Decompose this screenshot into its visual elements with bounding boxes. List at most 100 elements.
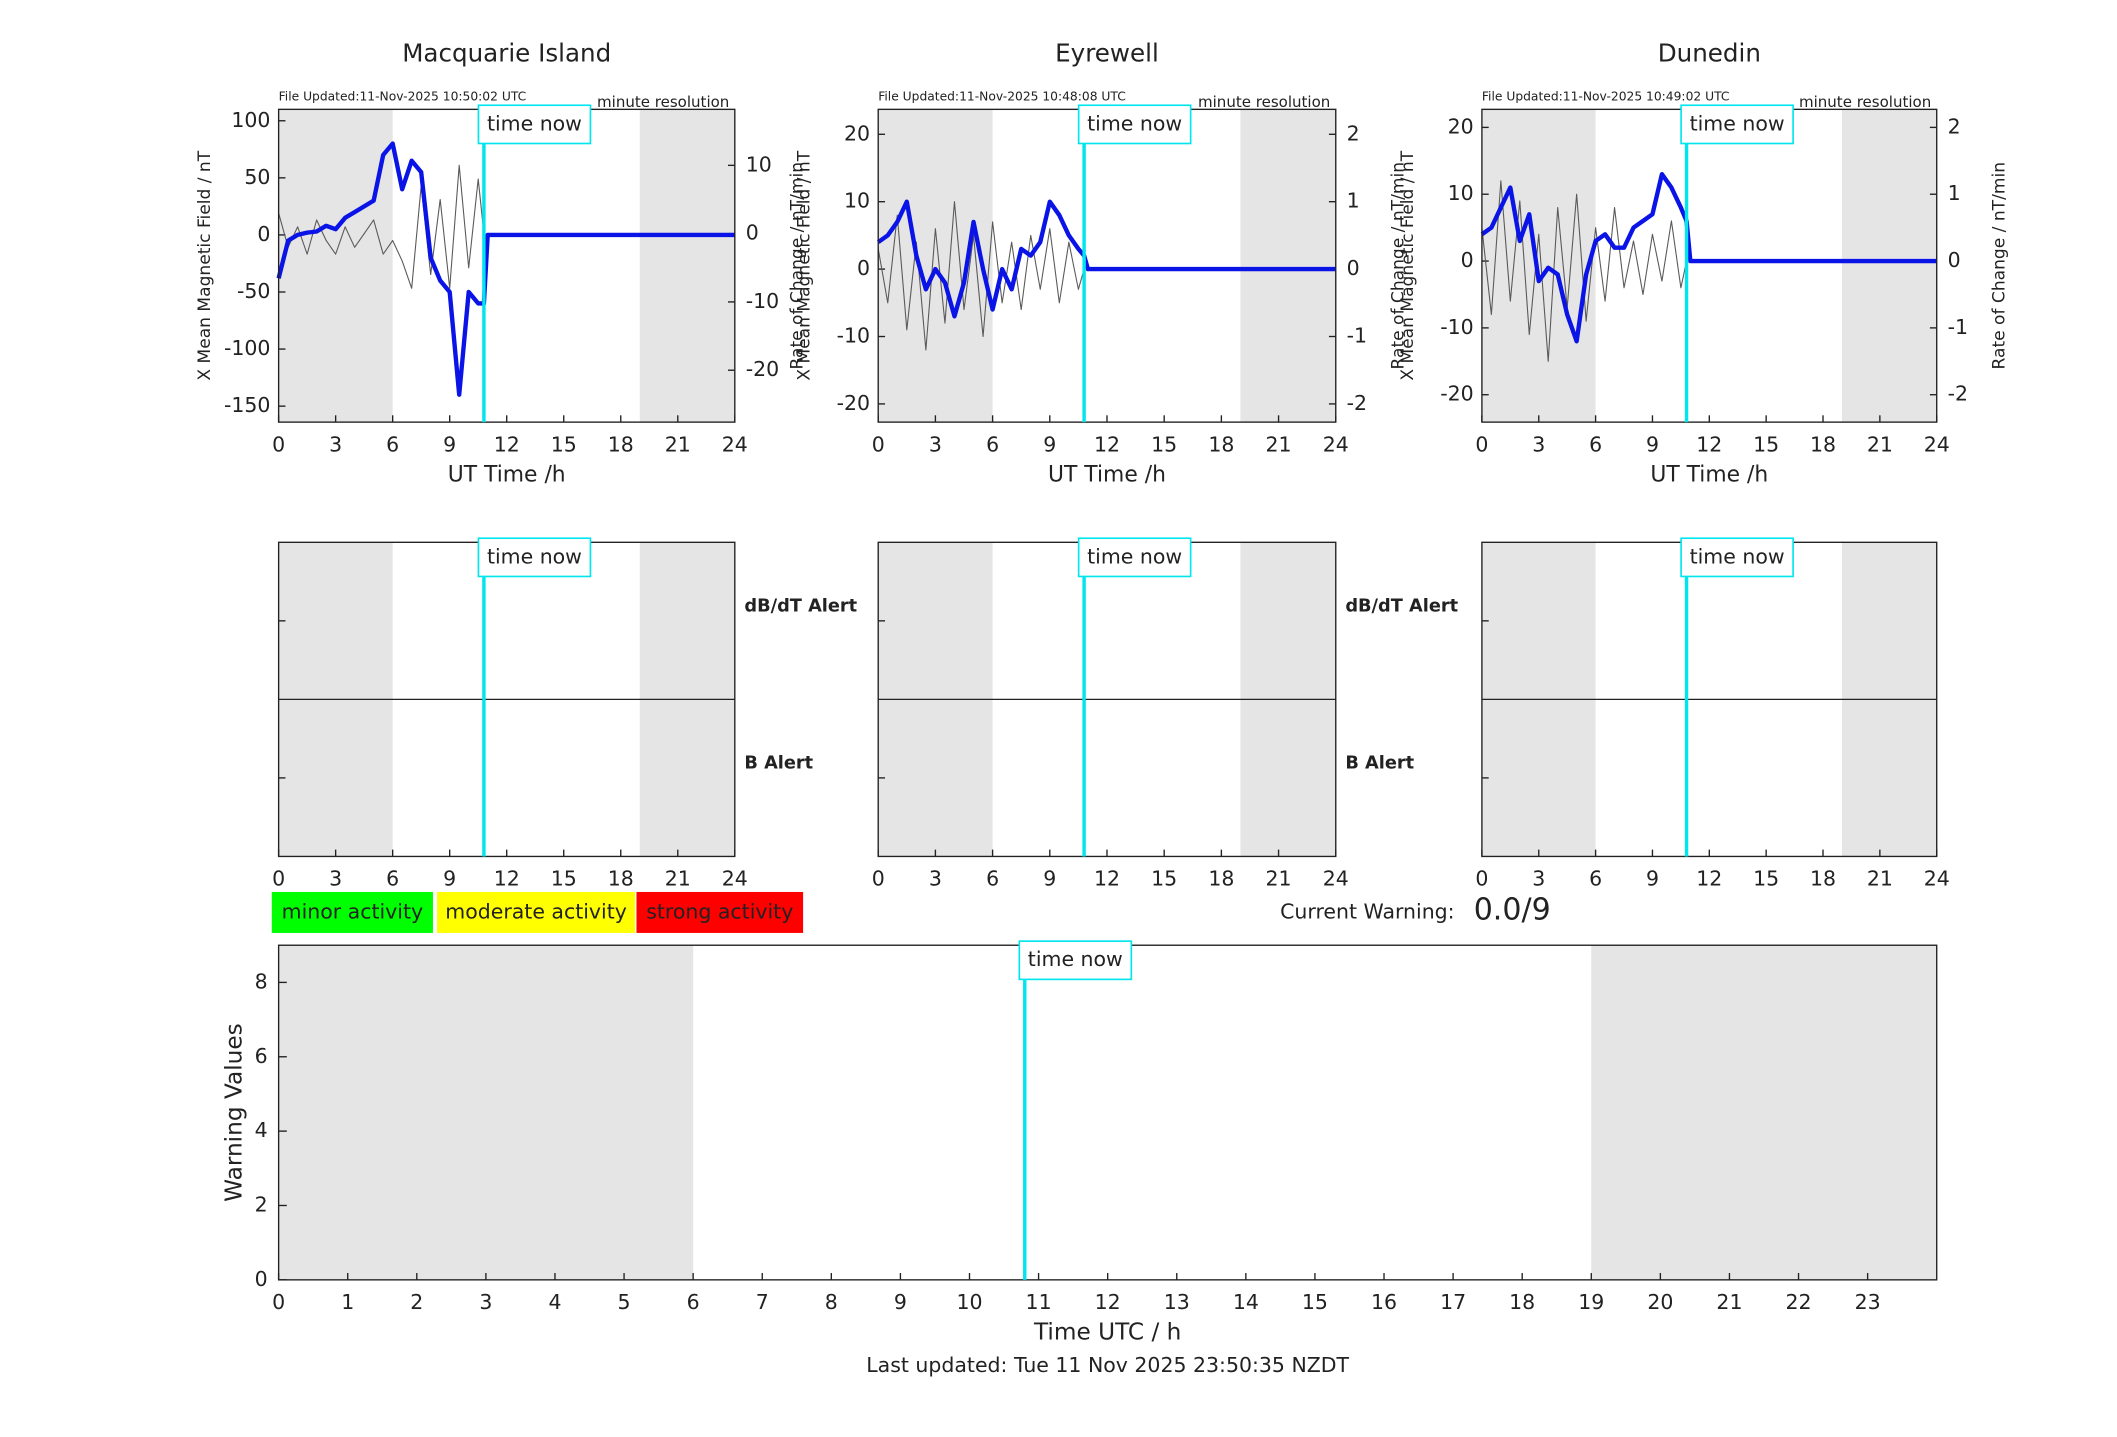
x-tick-label: 3: [929, 432, 942, 456]
chart-title: Dunedin: [1658, 39, 1761, 68]
x-tick-label: 3: [1532, 867, 1545, 891]
y-tick-label: 8: [255, 969, 268, 993]
time-now-label: time now: [487, 111, 582, 135]
x-tick-label: 24: [1323, 867, 1349, 891]
y2-axis-label: Rate of Change / nT/min: [1389, 162, 1409, 369]
time-now-box: [1680, 104, 1794, 145]
y2-tick-label: 0: [746, 221, 759, 245]
y-tick-label: 0: [257, 222, 270, 246]
x-axis-label: UT Time /h: [448, 462, 566, 487]
x-tick-label: 9: [1646, 432, 1659, 456]
x-tick-label: 13: [1164, 1290, 1190, 1314]
time-now-box: [1018, 940, 1133, 981]
time-now-box: [1680, 537, 1794, 578]
time-now-label: time now: [1690, 111, 1785, 135]
x-tick-label: 15: [1151, 867, 1177, 891]
y-axis-label: Warning Values: [220, 1023, 247, 1202]
y-tick-label: -100: [224, 336, 270, 360]
x-tick-label: 6: [1589, 432, 1602, 456]
b-alert-label: B Alert: [744, 754, 813, 774]
x-tick-label: 23: [1855, 1290, 1881, 1314]
file-updated: File Updated:11-Nov-2025 10:48:08 UTC: [878, 90, 1126, 104]
x-tick-label: 21: [1266, 432, 1292, 456]
y2-tick-label: -1: [1347, 324, 1367, 348]
y-tick-label: -10: [1440, 315, 1473, 339]
x-tick-label: 24: [722, 867, 748, 891]
x-tick-label: 24: [1323, 432, 1349, 456]
rate-line: [877, 201, 1085, 351]
y2-tick-label: -1: [1948, 315, 1968, 339]
x-tick-label: 12: [1095, 1290, 1121, 1314]
x-tick-label: 9: [1043, 432, 1056, 456]
night-shade: [1841, 109, 1937, 423]
y-tick-label: 6: [255, 1044, 268, 1068]
y2-tick-label: 0: [1948, 248, 1961, 272]
x-tick-label: 0: [1475, 432, 1488, 456]
x-tick-label: 15: [1753, 867, 1779, 891]
x-tick-label: 1: [341, 1290, 354, 1314]
x-tick-label: 22: [1786, 1290, 1812, 1314]
x-tick-label: 3: [329, 867, 342, 891]
y2-tick-label: -20: [746, 357, 779, 381]
y-tick-label: 20: [844, 121, 870, 145]
file-updated: File Updated:11-Nov-2025 10:49:02 UTC: [1482, 90, 1730, 104]
y-tick-label: 10: [844, 189, 870, 213]
x-tick-label: 9: [894, 1290, 907, 1314]
y2-axis-label: Rate of Change / nT/min: [1990, 162, 2010, 370]
current-warning-value: 0.0/9: [1474, 893, 1551, 928]
resolution-note: minute resolution: [597, 93, 729, 111]
x-tick-label: 11: [1026, 1290, 1052, 1314]
x-tick-label: 15: [1753, 432, 1779, 456]
y-tick-label: -20: [837, 391, 870, 415]
x-tick-label: 21: [1716, 1290, 1742, 1314]
x-tick-label: 8: [825, 1290, 838, 1314]
legend-label: moderate activity: [445, 899, 627, 923]
x-tick-label: 6: [386, 867, 399, 891]
x-tick-label: 21: [1867, 432, 1893, 456]
x-axis-label: Time UTC / h: [1033, 1319, 1181, 1346]
x-tick-label: 21: [1867, 867, 1893, 891]
y-tick-label: 0: [1461, 248, 1474, 272]
night-shade: [278, 945, 694, 1280]
y-tick-label: 10: [1448, 181, 1474, 205]
resolution-note: minute resolution: [1799, 93, 1931, 111]
current-warning-label: Current Warning:: [1280, 899, 1454, 923]
time-now-box: [1077, 537, 1192, 578]
x-tick-label: 6: [687, 1290, 700, 1314]
y-axis-label: X Mean Magnetic Field / nT: [794, 150, 814, 380]
legend-label: minor activity: [282, 899, 424, 923]
x-tick-label: 2: [410, 1290, 423, 1314]
x-tick-label: 18: [1810, 867, 1836, 891]
time-now-label: time now: [1028, 947, 1123, 971]
y-axis-label: X Mean Magnetic Field / nT: [1398, 150, 1418, 380]
time-now-box: [477, 104, 592, 145]
x-tick-label: 3: [1532, 432, 1545, 456]
chart-title: Macquarie Island: [402, 39, 611, 68]
x-tick-label: 0: [272, 1290, 285, 1314]
x-tick-label: 18: [1509, 1290, 1535, 1314]
x-tick-label: 3: [929, 867, 942, 891]
x-tick-label: 12: [494, 432, 520, 456]
y2-tick-label: 2: [1347, 121, 1360, 145]
dbdt-alert-label: dB/dT Alert: [744, 597, 857, 617]
legend-label: strong activity: [646, 899, 793, 923]
x-tick-label: 12: [1696, 432, 1722, 456]
y2-tick-label: 1: [1347, 189, 1360, 213]
y-tick-label: 4: [255, 1118, 268, 1142]
dbdt-alert-label: dB/dT Alert: [1345, 597, 1458, 617]
y2-tick-label: -10: [746, 289, 779, 313]
resolution-note: minute resolution: [1198, 93, 1330, 111]
x-tick-label: 15: [1302, 1290, 1328, 1314]
night-shade: [1240, 109, 1336, 423]
time-now-label: time now: [1087, 544, 1182, 568]
y2-tick-label: -2: [1948, 382, 1968, 406]
x-tick-label: 0: [272, 867, 285, 891]
night-shade: [1591, 945, 1937, 1280]
x-tick-label: 0: [272, 432, 285, 456]
y2-tick-label: 2: [1948, 114, 1961, 138]
y-tick-label: -10: [837, 324, 870, 348]
x-tick-label: 15: [551, 867, 577, 891]
x-tick-label: 6: [986, 867, 999, 891]
x-tick-label: 7: [756, 1290, 769, 1314]
